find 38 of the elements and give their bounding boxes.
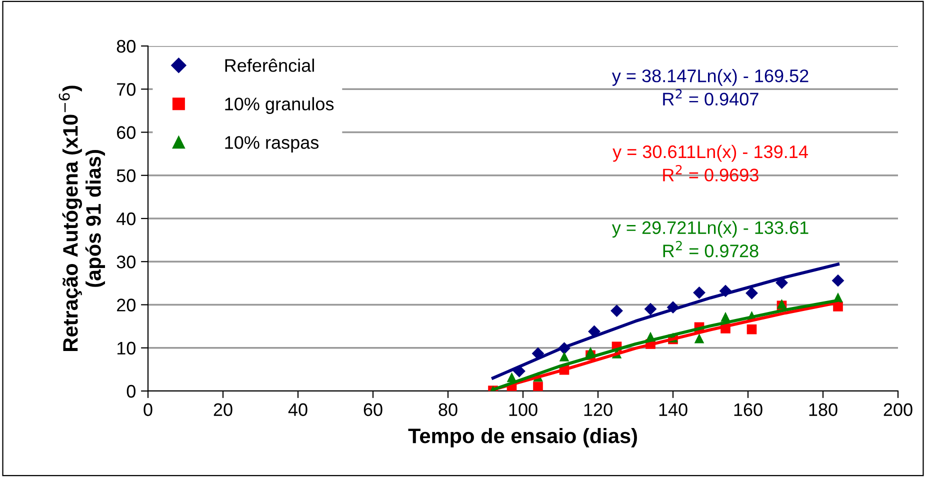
text: Retração Autógena (x10$^{−6}$) (após 91 dias) [58, 86, 105, 351]
x-tick-label: 20 [214, 403, 232, 416]
y-tick-label: 60 [117, 126, 136, 139]
x-tick-label: 180 [809, 403, 838, 416]
y-tick-label: 0 [126, 384, 136, 398]
legend-label: 10% granulos [225, 97, 334, 114]
annotation: y = 38.147Ln(x) - 169.52 R$^{2}$ = 0.9407 [612, 69, 808, 106]
legend-label: 10% raspas [225, 136, 319, 152]
line-series [491, 262, 840, 380]
x-tick-label: 120 [584, 403, 612, 416]
y-tick-label: 40 [116, 212, 136, 226]
annotation: y = 30.611Ln(x) - 139.14 R$^{2}$ = 0.9693 [612, 144, 808, 182]
y-tick-label: 20 [117, 298, 136, 312]
x-tick-label: 140 [659, 403, 688, 416]
x-tick-label: 0 [144, 403, 152, 416]
point [610, 304, 623, 317]
point [693, 286, 706, 299]
annotation: y = 29.721Ln(x) - 133.61 R$^{2}$ = 0.9728 [612, 220, 808, 258]
point [644, 302, 657, 316]
x-tick-label: 40 [288, 403, 308, 416]
point [832, 274, 844, 287]
x-tick-label: 160 [734, 403, 762, 416]
y-tick-label: 70 [117, 83, 136, 96]
x-tick-label: 200 [884, 403, 912, 416]
point [694, 333, 704, 344]
x-axis-title: Tempo de ensaio (dias) [408, 428, 637, 448]
y-tick-label: 30 [116, 256, 136, 268]
x-tick-label: 100 [509, 403, 538, 416]
point [559, 352, 570, 362]
point [746, 286, 758, 300]
point [746, 324, 757, 334]
legend-label: Referêncial [225, 58, 314, 72]
x-tick-label: 80 [438, 403, 458, 416]
point [533, 382, 543, 391]
y-tick-label: 10 [117, 342, 136, 355]
y-tick-label: 50 [116, 169, 136, 182]
x-tick-label: 60 [364, 403, 382, 416]
y-tick-label: 80 [116, 40, 136, 53]
